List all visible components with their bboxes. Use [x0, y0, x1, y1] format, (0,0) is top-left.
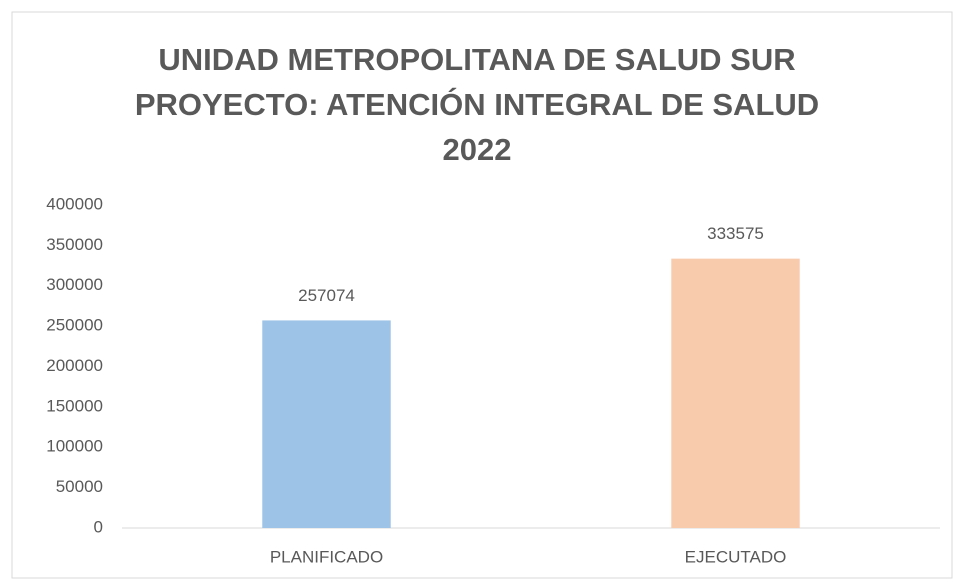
y-tick-label: 100000 [46, 437, 103, 456]
y-tick-label: 300000 [46, 275, 103, 294]
chart-title: 2022 [443, 132, 512, 167]
chart-title: PROYECTO: ATENCIÓN INTEGRAL DE SALUD [135, 86, 819, 122]
y-tick-label: 200000 [46, 356, 103, 375]
y-tick-label: 250000 [46, 316, 103, 335]
y-tick-label: 0 [94, 517, 103, 536]
x-tick-label: EJECUTADO [685, 547, 787, 566]
y-tick-label: 50000 [56, 477, 103, 496]
y-tick-label: 400000 [46, 194, 103, 213]
y-tick-label: 350000 [46, 235, 103, 254]
y-tick-label: 150000 [46, 396, 103, 415]
chart-title: UNIDAD METROPOLITANA DE SALUD SUR [158, 42, 795, 77]
data-label: 333575 [707, 224, 764, 243]
x-tick-label: PLANIFICADO [270, 547, 383, 566]
bar [262, 320, 391, 528]
bar [671, 258, 800, 528]
data-label: 257074 [298, 286, 355, 305]
